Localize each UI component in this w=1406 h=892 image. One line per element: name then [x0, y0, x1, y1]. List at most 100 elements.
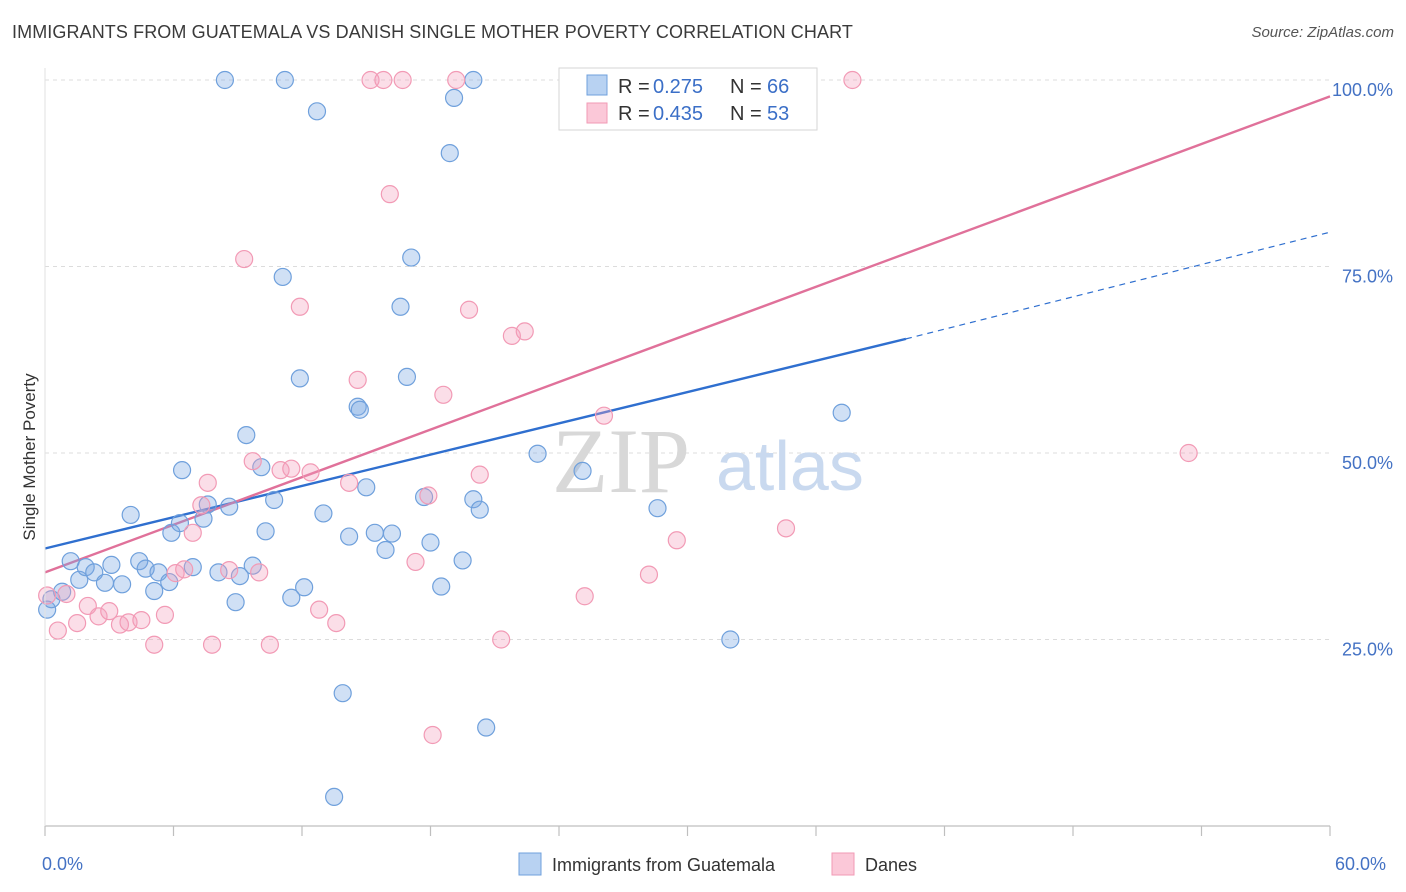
- point-0-44: [382, 524, 402, 543]
- point-1-17: [202, 635, 222, 654]
- point-0-47: [402, 248, 421, 267]
- point-1-5: [89, 607, 108, 626]
- series-legend-swatch-danes: [831, 852, 855, 876]
- data-points: [38, 70, 1198, 807]
- point-0-46: [397, 367, 417, 387]
- point-0-60: [721, 630, 740, 649]
- point-1-34: [393, 70, 412, 90]
- point-0-20: [194, 509, 213, 528]
- point-0-24: [226, 593, 245, 612]
- legend-swatch-guatemala: [586, 74, 608, 96]
- point-0-65: [464, 70, 483, 90]
- point-1-16: [198, 473, 217, 492]
- point-0-64: [307, 102, 327, 121]
- series-legend-label-danes: Danes: [865, 855, 917, 875]
- point-0-35: [314, 504, 333, 523]
- point-1-30: [348, 370, 367, 389]
- point-1-31: [361, 70, 380, 90]
- point-1-33: [380, 185, 399, 204]
- point-0-54: [464, 490, 483, 509]
- point-1-3: [68, 613, 87, 633]
- point-1-50: [776, 519, 796, 538]
- point-0-15: [160, 572, 179, 592]
- point-0-21: [198, 495, 217, 514]
- gridlines: [45, 79, 1330, 640]
- point-0-56: [477, 718, 496, 737]
- point-1-9: [132, 611, 151, 630]
- point-1-32: [374, 70, 393, 90]
- point-0-33: [290, 369, 309, 388]
- point-0-10: [121, 505, 140, 525]
- point-1-6: [100, 602, 119, 621]
- point-1-0: [38, 586, 57, 605]
- point-1-41: [470, 465, 489, 484]
- point-1-46: [594, 406, 614, 425]
- correlation-legend: R = 0.275 N = 66 R = 0.435 N = 53: [558, 67, 818, 131]
- point-0-5: [76, 558, 95, 577]
- point-0-37: [333, 684, 352, 703]
- legend-r-value-danes: 0.435: [653, 103, 703, 125]
- trend-line-1: [44, 95, 1331, 574]
- point-1-15: [192, 496, 211, 515]
- point-1-24: [282, 459, 301, 478]
- legend-r-label-danes: R =: [618, 103, 650, 125]
- point-0-58: [573, 461, 592, 481]
- point-1-11: [155, 605, 175, 624]
- point-1-10: [145, 635, 164, 654]
- point-0-61: [832, 403, 851, 422]
- point-0-43: [376, 540, 395, 560]
- legend-n-value-guatemala: 66: [767, 76, 789, 98]
- point-1-29: [340, 473, 359, 492]
- point-1-42: [492, 630, 511, 649]
- point-1-26: [301, 463, 320, 482]
- point-1-22: [260, 635, 279, 654]
- point-0-49: [421, 533, 440, 552]
- series-legend-label-guatemala: Immigrants from Guatemala: [552, 855, 776, 875]
- point-0-29: [256, 522, 275, 541]
- series-legend-swatch-guatemala: [518, 852, 542, 876]
- point-1-45: [575, 587, 594, 606]
- watermark-atlas: atlas: [716, 427, 864, 505]
- point-1-25: [290, 297, 309, 316]
- y-tick-label-50: 50.0%: [1342, 453, 1393, 473]
- legend-r-label-guatemala: R =: [618, 76, 650, 98]
- point-1-13: [175, 560, 194, 579]
- point-0-55: [470, 500, 489, 519]
- point-0-40: [350, 400, 369, 419]
- point-0-22: [209, 563, 228, 582]
- point-0-52: [444, 88, 464, 108]
- point-0-0: [38, 600, 57, 619]
- point-0-45: [391, 297, 410, 316]
- point-1-18: [220, 561, 239, 580]
- point-0-34: [295, 578, 314, 597]
- point-0-51: [440, 144, 459, 163]
- point-0-63: [275, 70, 294, 90]
- point-0-26: [237, 425, 256, 445]
- point-0-31: [273, 267, 292, 287]
- point-1-49: [667, 531, 686, 550]
- point-0-27: [243, 556, 262, 575]
- point-0-23: [220, 497, 239, 516]
- point-0-30: [265, 490, 284, 510]
- point-0-50: [432, 577, 451, 596]
- legend-r-value-guatemala: 0.275: [653, 76, 703, 98]
- point-0-41: [357, 478, 376, 497]
- point-1-2: [57, 584, 76, 604]
- point-0-11: [130, 552, 149, 571]
- point-0-25: [230, 566, 249, 586]
- point-1-1: [48, 621, 67, 640]
- y-tick-label-100: 100.0%: [1332, 80, 1393, 100]
- point-0-39: [348, 397, 367, 416]
- legend-n-value-danes: 53: [767, 103, 789, 125]
- chart-title: IMMIGRANTS FROM GUATEMALA VS DANISH SING…: [12, 22, 853, 42]
- point-1-27: [310, 600, 329, 619]
- point-1-38: [434, 385, 453, 404]
- y-tick-label-75: 75.0%: [1342, 267, 1393, 287]
- point-0-32: [282, 588, 301, 607]
- point-1-35: [406, 552, 425, 572]
- point-0-38: [340, 527, 359, 546]
- trend-line-extension-0: [905, 231, 1331, 340]
- x-tick-label-max: 60.0%: [1335, 854, 1386, 874]
- point-0-62: [215, 70, 234, 90]
